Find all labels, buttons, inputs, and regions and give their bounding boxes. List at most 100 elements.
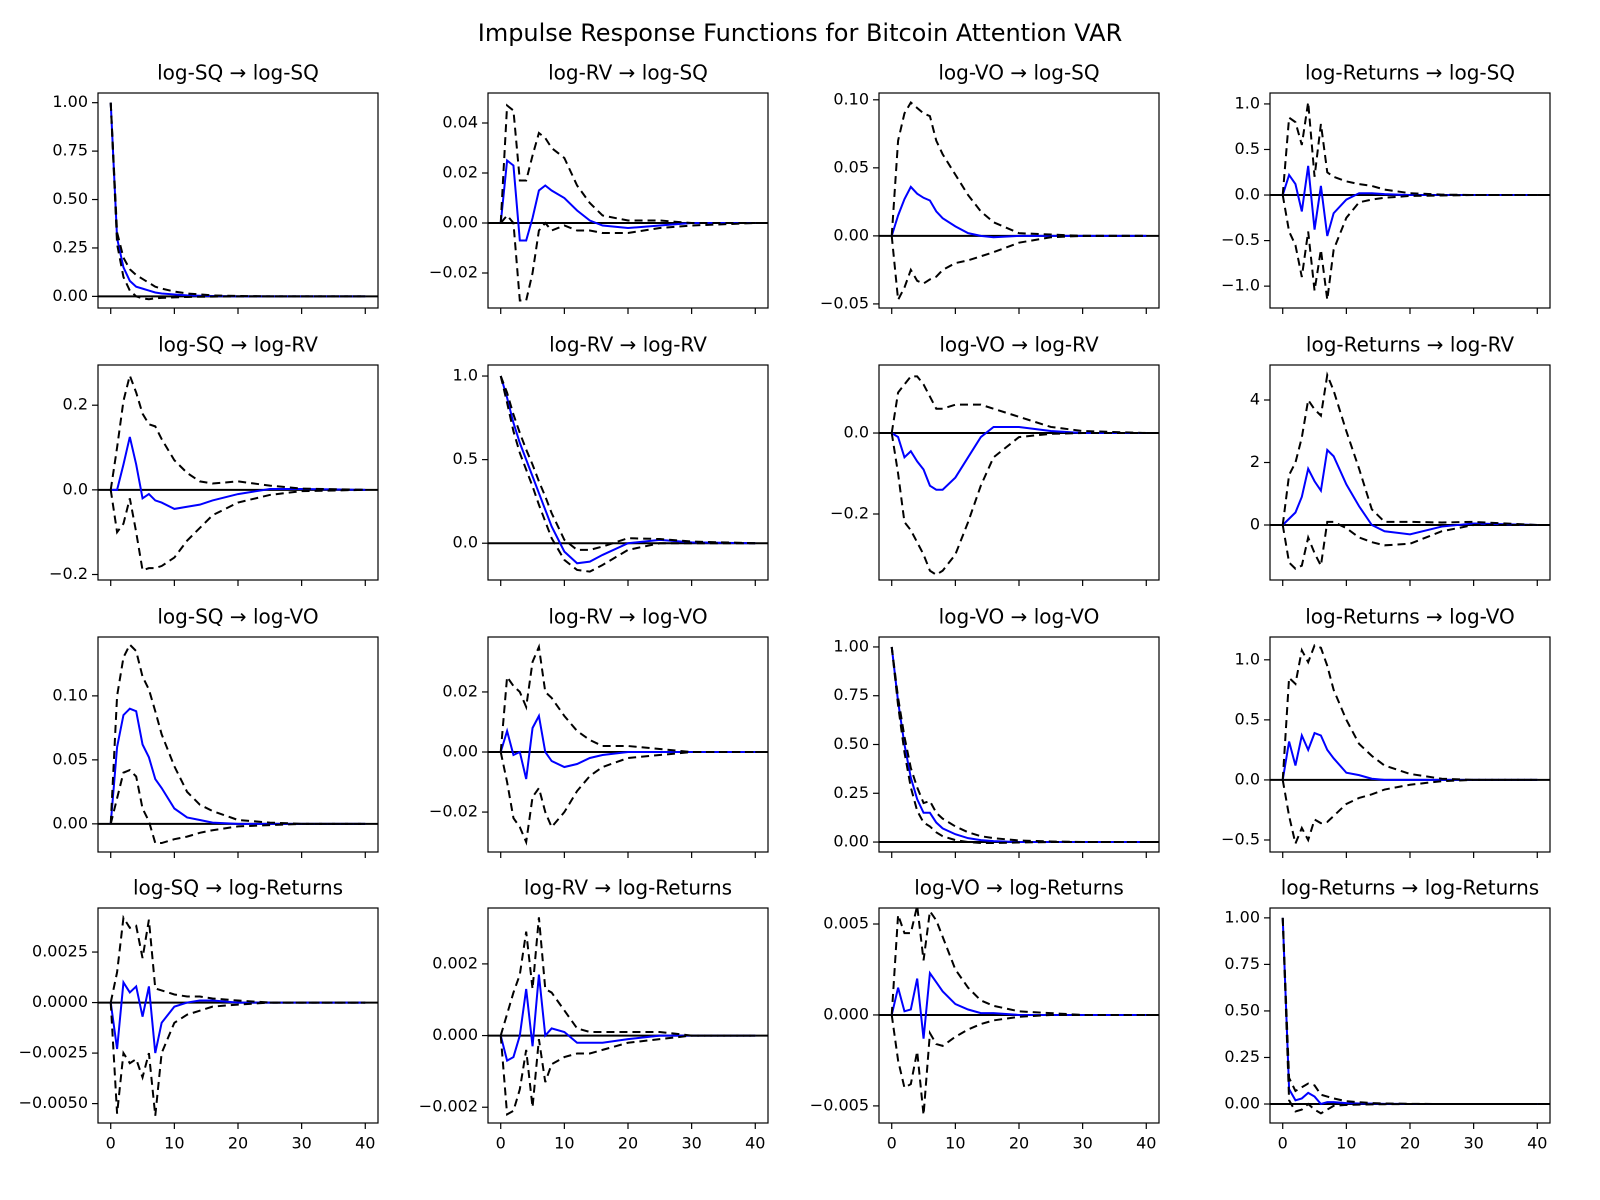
x-tick-label: 20: [618, 1134, 638, 1153]
y-tick-label: 0.75: [52, 141, 88, 160]
subplot: log-SQ → log-RV −0.2 0.0 0.2: [49, 333, 379, 586]
y-tick-label: 0.00: [52, 286, 88, 305]
x-tick-label: 0: [496, 1134, 506, 1153]
plot-area: [879, 908, 1159, 1116]
plot-area: [488, 643, 768, 846]
irf-line: [1281, 731, 1538, 781]
y-tick-label: −0.0050: [19, 1093, 88, 1112]
confidence-band-line: [499, 213, 756, 302]
plot-area: [98, 914, 378, 1116]
subplot: log-VO → log-Returns −0.005 0.000 0.005 0 10 2…: [810, 876, 1160, 1153]
irf-line: [890, 970, 1147, 1039]
confidence-band-line: [109, 102, 366, 301]
confidence-band-line: [890, 646, 1147, 844]
y-tick-label: −0.002: [419, 1097, 478, 1116]
subplot-title: log-RV → log-Returns: [524, 876, 732, 900]
y-tick-label: 0.10: [833, 89, 869, 108]
plot-area: [98, 372, 378, 572]
confidence-band-line: [499, 375, 756, 573]
irf-line: [109, 707, 366, 825]
y-tick-label: 0.05: [833, 157, 869, 176]
plot-area: [488, 917, 768, 1117]
subplot: log-VO → log-VO 0.00 0.25 0.50 0.75 1.00: [833, 605, 1160, 858]
x-tick-label: 40: [355, 1134, 375, 1153]
y-tick-label: 0.05: [52, 749, 88, 768]
y-tick-label: 0.0: [63, 479, 88, 498]
irf-line: [110, 436, 366, 510]
confidence-band-line: [109, 768, 366, 845]
y-tick-label: 1.00: [833, 636, 869, 655]
y-tick-label: 0.000: [823, 1004, 869, 1023]
x-tick-label: 0: [106, 1134, 116, 1153]
subplot-title: log-SQ → log-SQ: [157, 61, 319, 85]
x-tick-label: 30: [291, 1134, 311, 1153]
subplot-title: log-SQ → log-VO: [157, 605, 318, 629]
y-tick-label: 0.0025: [32, 942, 88, 961]
subplot: log-Returns → log-RV 0 2 4: [1250, 333, 1551, 586]
y-tick-label: −0.2: [830, 504, 869, 523]
subplot: log-Returns → log-Returns 0.00 0.25 0.50 0.7…: [1224, 876, 1551, 1153]
subplot-title: log-RV → log-SQ: [548, 61, 708, 85]
confidence-band-line: [890, 1013, 1147, 1116]
plot-area: [488, 103, 768, 302]
y-tick-label: 4: [1250, 390, 1260, 409]
confidence-band-line: [1281, 778, 1538, 847]
y-tick-label: 0.50: [833, 734, 869, 753]
y-tick-label: 0.50: [1224, 1000, 1260, 1019]
subplot: log-SQ → log-SQ 0.00 0.25 0.50 0.75 1.00: [52, 61, 379, 314]
x-tick-label: 40: [1527, 1134, 1547, 1153]
y-tick-label: 0.0: [1235, 185, 1260, 204]
plot-area: [488, 375, 768, 573]
x-tick-label: 20: [228, 1134, 248, 1153]
x-tick-label: 10: [164, 1134, 184, 1153]
subplot: log-RV → log-SQ −0.02 0.00 0.02 0.04: [429, 61, 769, 314]
irf-line: [109, 102, 366, 298]
subplot: log-RV → log-VO −0.02 0.00 0.02: [429, 605, 769, 858]
y-tick-label: 0.5: [1235, 139, 1260, 158]
confidence-band-line: [109, 1001, 366, 1116]
irf-line: [890, 185, 1147, 239]
plot-area: [98, 642, 378, 845]
confidence-band-line: [1281, 194, 1538, 300]
y-tick-label: −0.005: [810, 1095, 869, 1114]
irf-line: [1282, 447, 1538, 536]
y-tick-label: −0.02: [429, 263, 478, 282]
y-tick-label: 0.2: [63, 395, 88, 414]
y-tick-label: 1.0: [1235, 93, 1260, 112]
y-tick-label: 0.00: [833, 832, 869, 851]
y-tick-label: 0: [1250, 515, 1260, 534]
confidence-band-line: [1281, 371, 1538, 526]
y-tick-label: 0.75: [833, 685, 869, 704]
figure-title: Impulse Response Functions for Bitcoin A…: [478, 19, 1123, 47]
confidence-band-line: [499, 917, 756, 1037]
subplot-title: log-SQ → log-RV: [158, 333, 318, 357]
x-tick-label: 40: [745, 1134, 765, 1153]
x-tick-label: 40: [1136, 1134, 1156, 1153]
x-tick-label: 10: [1336, 1134, 1356, 1153]
subplot-title: log-Returns → log-SQ: [1305, 61, 1515, 85]
y-tick-label: 0.00: [442, 213, 478, 232]
subplot: log-Returns → log-VO −0.5 0.0 0.5 1.0: [1221, 605, 1551, 858]
y-tick-label: 2: [1250, 452, 1260, 471]
y-tick-label: 0.50: [52, 189, 88, 208]
y-tick-label: 0.75: [1224, 954, 1260, 973]
y-tick-label: −0.5: [1221, 230, 1260, 249]
x-tick-label: 30: [1463, 1134, 1483, 1153]
y-tick-label: 0.04: [442, 113, 478, 132]
y-tick-label: 0.25: [52, 237, 88, 256]
y-tick-label: 0.5: [1235, 709, 1260, 728]
irf-line: [109, 979, 366, 1054]
x-tick-label: 30: [1072, 1134, 1092, 1153]
y-tick-label: 0.0: [453, 533, 478, 552]
subplot-title: log-VO → log-SQ: [938, 61, 1099, 85]
y-tick-label: 1.00: [1224, 907, 1260, 926]
confidence-band-line: [109, 372, 366, 491]
subplot-title: log-Returns → log-Returns: [1281, 876, 1539, 900]
y-tick-label: 0.002: [432, 953, 478, 972]
subplot-title: log-Returns → log-VO: [1305, 605, 1515, 629]
y-tick-label: 0.0: [844, 423, 869, 442]
y-tick-label: 0.00: [833, 225, 869, 244]
